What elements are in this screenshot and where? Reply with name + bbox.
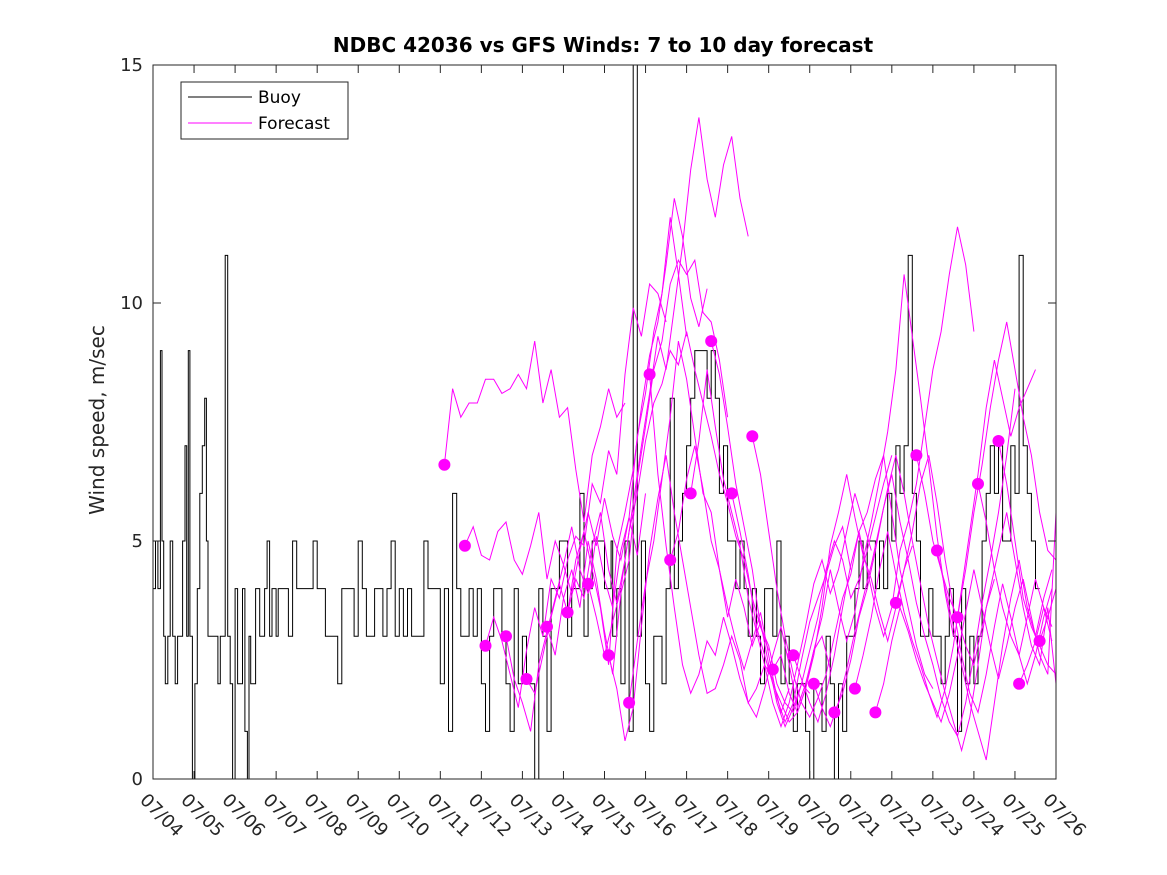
x-tick-label: 07/13 <box>505 790 557 842</box>
forecast-run-line-8 <box>587 331 770 656</box>
x-tick-label: 07/09 <box>341 790 393 842</box>
legend-forecast-label: Forecast <box>258 114 330 134</box>
forecast-marker-5 <box>520 673 533 685</box>
forecast-marker-6 <box>541 620 553 633</box>
x-tick-label: 07/11 <box>423 790 475 842</box>
forecast-run-line-12 <box>669 445 852 724</box>
y-tick-label: 15 <box>120 55 143 76</box>
forecast-marker-9 <box>602 649 615 662</box>
forecast-run-line-19 <box>813 455 995 753</box>
forecast-run-line-1 <box>443 341 626 523</box>
y-tick-label: 5 <box>132 531 143 552</box>
forecast-marker-10 <box>623 696 636 709</box>
forecast-marker-16 <box>746 430 759 443</box>
x-tick-label: 07/06 <box>218 790 270 842</box>
forecast-marker-17 <box>766 663 779 676</box>
forecast-run-line-28 <box>998 440 1056 675</box>
x-tick-label: 07/24 <box>956 790 1008 842</box>
forecast-marker-13 <box>684 487 697 500</box>
chart-title: NDBC 42036 vs GFS Winds: 7 to 10 day for… <box>333 33 874 57</box>
forecast-marker-11 <box>643 368 656 381</box>
x-tick-label: 07/26 <box>1038 790 1090 842</box>
forecast-marker-7 <box>561 606 574 619</box>
x-tick-label: 07/10 <box>382 790 434 842</box>
forecast-marker-4 <box>500 630 512 643</box>
forecast-run-line-27 <box>977 483 1053 657</box>
forecast-marker-2 <box>458 539 471 552</box>
forecast-marker-15 <box>725 487 738 500</box>
x-tick-label: 07/16 <box>628 790 680 842</box>
forecast-marker-24 <box>910 449 923 462</box>
forecast-run-line-15 <box>731 474 913 723</box>
y-axis-label: Wind speed, m/sec <box>85 325 109 515</box>
x-tick-label: 07/20 <box>792 790 844 842</box>
forecast-marker-19 <box>807 677 820 690</box>
plot-area <box>153 65 1056 779</box>
x-tick-label: 07/04 <box>135 790 187 842</box>
x-tick-label: 07/18 <box>710 790 762 842</box>
x-tick-label: 07/07 <box>259 790 311 842</box>
forecast-marker-22 <box>869 706 882 719</box>
forecast-run-line-22 <box>874 512 1056 724</box>
forecast-marker-20 <box>828 706 841 719</box>
y-tick-label: 0 <box>132 769 143 790</box>
forecast-run-line-18 <box>792 226 975 724</box>
forecast-run-line-6 <box>546 258 729 675</box>
x-tick-label: 07/19 <box>751 790 803 842</box>
legend: Buoy Forecast <box>180 81 349 140</box>
forecast-run-line-5 <box>526 198 708 695</box>
x-tick-label: 07/25 <box>997 790 1049 842</box>
forecast-marker-21 <box>848 682 861 695</box>
forecast-marker-12 <box>664 554 677 566</box>
forecast-marker-23 <box>889 596 902 609</box>
forecast-marker-29 <box>1013 677 1026 690</box>
forecast-marker-28 <box>992 435 1005 447</box>
forecast-run-line-3 <box>485 282 667 708</box>
x-tick-label: 07/05 <box>177 790 229 842</box>
forecast-marker-27 <box>972 477 984 490</box>
forecast-run-line-30 <box>1039 588 1056 642</box>
forecast-run-line-20 <box>833 388 1016 738</box>
x-tick-label: 07/17 <box>669 790 721 842</box>
forecast-marker-25 <box>931 544 943 557</box>
series-layer <box>153 65 1056 779</box>
forecast-marker-26 <box>951 611 964 624</box>
forecast-marker-30 <box>1033 635 1046 647</box>
legend-buoy-label: Buoy <box>258 88 301 108</box>
forecast-run-line-7 <box>567 117 749 613</box>
forecast-marker-14 <box>705 335 718 348</box>
x-tick-label: 07/23 <box>915 790 967 842</box>
x-tick-label: 07/22 <box>874 790 926 842</box>
forecast-run-line-2 <box>464 493 646 608</box>
y-axis: 0 5 10 15 <box>120 55 1056 790</box>
forecast-run-line-25 <box>936 550 1053 761</box>
x-tick-label: 07/12 <box>464 790 516 842</box>
forecast-marker-1 <box>438 458 451 471</box>
y-tick-label: 10 <box>120 293 143 314</box>
forecast-marker-8 <box>582 577 595 590</box>
forecast-run-line-9 <box>608 455 790 742</box>
forecast-marker-18 <box>787 649 800 662</box>
forecast-run-line-17 <box>772 274 954 714</box>
x-tick-label: 07/21 <box>833 790 885 842</box>
x-tick-label: 07/15 <box>587 790 639 842</box>
legend-box <box>180 81 349 140</box>
x-tick-label: 07/14 <box>546 790 598 842</box>
forecast-run-line-21 <box>854 359 1036 719</box>
forecast-run-line-26 <box>957 321 1056 618</box>
forecast-run-line-16 <box>751 436 934 719</box>
forecast-marker-3 <box>479 639 492 652</box>
x-tick-label: 07/08 <box>300 790 352 842</box>
